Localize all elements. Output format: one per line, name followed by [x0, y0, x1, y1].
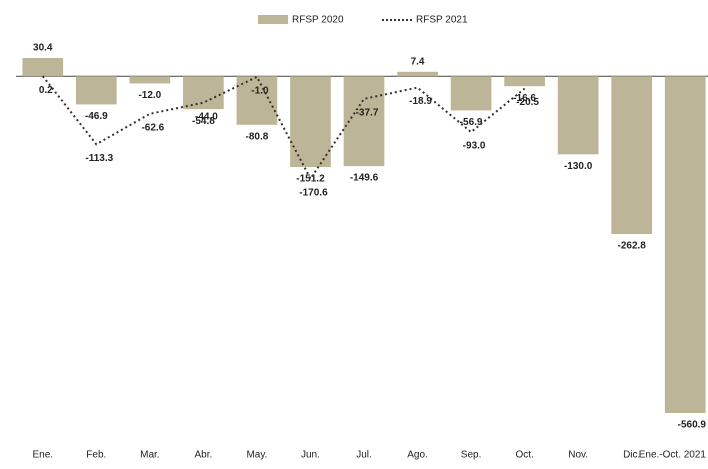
bar	[450, 76, 492, 111]
bar-label: -560.9	[678, 420, 707, 431]
bar-label: -80.8	[246, 131, 269, 142]
bar	[664, 76, 706, 413]
bar-label: -54.8	[192, 116, 215, 127]
bar	[129, 76, 171, 84]
line-label: -20.5	[516, 97, 539, 108]
x-tick-label: Jun.	[301, 450, 320, 461]
line-label: -44.0	[195, 111, 218, 122]
x-tick-label: Dic.	[623, 450, 640, 461]
bar-label: -149.6	[350, 173, 379, 184]
line-label: -62.6	[141, 122, 164, 133]
bar-label: -130.0	[564, 161, 593, 172]
bar-label: 30.4	[33, 43, 53, 54]
x-tick-label: Sep.	[461, 450, 482, 461]
x-tick-label: Abr.	[194, 450, 212, 461]
bar	[397, 71, 438, 77]
x-tick-label: Nov.	[568, 450, 588, 461]
x-tick-label: Jul.	[356, 450, 372, 461]
line-label: -18.9	[409, 96, 432, 107]
bar	[75, 76, 117, 105]
bar-label: 7.4	[411, 56, 425, 67]
bar	[343, 76, 385, 167]
x-tick-label: May.	[246, 450, 267, 461]
x-tick-label: Feb.	[86, 450, 106, 461]
bar	[504, 76, 545, 87]
bar-label: -56.9	[460, 117, 483, 128]
line-label: -37.7	[356, 108, 379, 119]
line-label: -93.0	[463, 141, 486, 152]
x-tick-label: Mar.	[140, 450, 159, 461]
line-label: -1.0	[251, 85, 269, 96]
bar	[183, 76, 224, 110]
x-tick-label: Ene.	[32, 450, 53, 461]
bar-label: -16.6	[513, 93, 536, 104]
legend-label: RFSP 2021	[416, 15, 468, 26]
bar-label: -262.8	[618, 241, 647, 252]
x-tick-label: Ago.	[407, 450, 428, 461]
bar-label: -46.9	[85, 111, 108, 122]
line-label: -113.3	[85, 153, 113, 164]
legend-swatch	[258, 15, 288, 24]
bar	[22, 58, 64, 77]
bar	[611, 76, 653, 235]
bar-label: -12.0	[138, 90, 161, 101]
bar-label: -151.2	[296, 174, 325, 185]
x-tick-label: Oct.	[515, 450, 533, 461]
bar	[290, 76, 331, 168]
bar	[557, 76, 599, 155]
line-label: -170.6	[299, 187, 328, 198]
legend-label: RFSP 2020	[292, 15, 344, 26]
line-label: 0.2	[39, 85, 53, 96]
x-tick-label: Ene.-Oct. 2021	[639, 450, 707, 461]
